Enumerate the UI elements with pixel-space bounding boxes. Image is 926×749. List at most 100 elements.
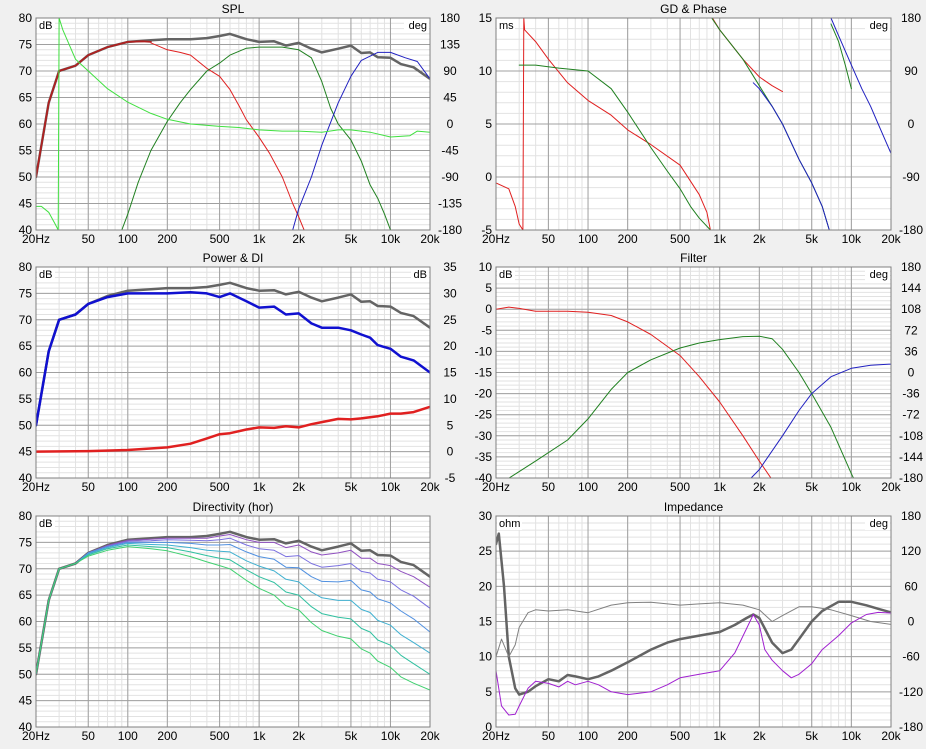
- directivity-y-tick-label: 65: [19, 588, 33, 602]
- power-x-tick-label: 5k: [345, 480, 359, 494]
- directivity-title: Directivity (hor): [192, 500, 274, 514]
- power-x-tick-label: 50: [82, 480, 96, 494]
- filter-series-high-pass: [750, 363, 891, 478]
- gd-series-group: [496, 18, 891, 230]
- impedance-y2-tick-label: 180: [901, 509, 921, 523]
- power-y-tick-label: 55: [19, 392, 33, 406]
- power-y-tick-label: 40: [19, 471, 33, 485]
- filter-y-tick-label: -15: [475, 366, 493, 380]
- power-chart: 20Hz 50 100 200 500 1k 2k 5k 10k 20k8075706560555…: [19, 260, 457, 494]
- filter-x-tick-label: 2k: [753, 480, 767, 494]
- power-y-tick-label: 50: [19, 418, 33, 432]
- impedance-y2-tick-label: -180: [899, 720, 923, 734]
- spl-series-woofer-upper-: [150, 42, 305, 230]
- impedance-x-tick-label: 500: [670, 729, 690, 743]
- power-x-tick-label: 10k: [381, 480, 401, 494]
- directivity-series-50-: [36, 544, 430, 675]
- filter-y-tick-label: -40: [475, 471, 493, 485]
- spl-y-tick-label: 55: [19, 144, 33, 158]
- filter-y-tick-label: -20: [475, 387, 493, 401]
- gd-phase-title: GD & Phase: [660, 2, 727, 16]
- filter-x-tick-label: 5k: [805, 480, 819, 494]
- directivity-y-tick-label: 75: [19, 535, 33, 549]
- filter-y2-tick-label: 108: [901, 302, 921, 316]
- gd-x-tick-label: 50: [542, 232, 556, 246]
- spl-y-tick-label: 60: [19, 117, 33, 131]
- filter-series-low-pass: [496, 306, 772, 478]
- power-left-unit: dB: [39, 269, 52, 281]
- power-y-tick-label: 60: [19, 366, 33, 380]
- power-right-unit: dB: [414, 269, 427, 281]
- impedance-series-group: [496, 532, 891, 716]
- directivity-y-tick-label: 55: [19, 641, 33, 655]
- gd-chart: 20Hz 50 100 200 500 1k 2k 5k 10k 20k151050-518090…: [479, 11, 924, 246]
- gd-y2-tick-label: -180: [899, 223, 923, 237]
- spl-series-tweeter: [292, 51, 430, 230]
- impedance-series-phase: [496, 601, 891, 658]
- spl-series-woofer: [36, 40, 152, 178]
- impedance-y-tick-label: 25: [479, 544, 493, 558]
- impedance-x-tick-label: 10k: [842, 729, 862, 743]
- power-y2-tick-label: 35: [443, 260, 457, 274]
- spl-y-tick-label: 45: [19, 197, 33, 211]
- filter-y2-tick-label: -72: [902, 408, 920, 422]
- spl-y-tick-label: 75: [19, 38, 33, 52]
- gd-x-tick-label: 500: [670, 232, 690, 246]
- directivity-x-tick-label: 5k: [345, 729, 359, 743]
- filter-x-tick-label: 20Hz: [482, 480, 510, 494]
- spl-x-tick-label: 20Hz: [22, 232, 50, 246]
- spl-chart: 20Hz 50 100 200 500 1k 2k 5k 10k 20k8075706560555…: [19, 11, 463, 246]
- spl-series-group: [36, 18, 430, 230]
- impedance-x-tick-label: 200: [618, 729, 638, 743]
- spl-x-tick-label: 100: [118, 232, 138, 246]
- filter-y-tick-label: 10: [479, 260, 493, 274]
- impedance-y-tick-label: 0: [485, 720, 492, 734]
- directivity-left-unit-bg: [37, 517, 55, 530]
- directivity-x-tick-label: 50: [82, 729, 96, 743]
- gd-left-unit-bg: [497, 19, 515, 32]
- filter-y2-tick-label: -144: [899, 450, 923, 464]
- gd-y-tick-label: 0: [485, 170, 492, 184]
- spl-y2-tick-label: 90: [443, 64, 457, 78]
- impedance-series-impedance-alt-: [496, 611, 891, 716]
- impedance-x-tick-label: 20Hz: [482, 729, 510, 743]
- power-y-tick-label: 65: [19, 339, 33, 353]
- directivity-y-tick-label: 80: [19, 509, 33, 523]
- filter-x-tick-label: 200: [618, 480, 638, 494]
- power-y2-tick-label: 30: [443, 286, 457, 300]
- gd-left-unit: ms: [499, 20, 514, 32]
- directivity-left-unit: dB: [39, 518, 52, 530]
- gd-x-tick-label: 20Hz: [482, 232, 510, 246]
- impedance-series-impedance: [496, 532, 891, 696]
- filter-x-tick-label: 100: [578, 480, 598, 494]
- gd-x-tick-label: 100: [578, 232, 598, 246]
- gd-x-tick-label: 200: [618, 232, 638, 246]
- gd-x-tick-label: 2k: [753, 232, 767, 246]
- spl-y-tick-label: 65: [19, 91, 33, 105]
- gd-y2-tick-label: -90: [902, 170, 920, 184]
- power-x-tick-label: 100: [118, 480, 138, 494]
- power-y2-tick-label: 15: [443, 366, 457, 380]
- directivity-x-tick-label: 200: [157, 729, 177, 743]
- filter-y-tick-label: -25: [475, 408, 493, 422]
- spl-y2-tick-label: -45: [441, 144, 459, 158]
- spl-x-tick-label: 500: [210, 232, 230, 246]
- spl-series-phase: [36, 18, 430, 230]
- gd-series-midrange-phase-3-: [830, 23, 852, 90]
- filter-right-unit: deg: [870, 269, 888, 281]
- gd-right-unit-bg: [865, 19, 890, 32]
- impedance-x-tick-label: 2k: [753, 729, 767, 743]
- impedance-y2-tick-label: -120: [899, 685, 923, 699]
- impedance-x-tick-label: 20k: [881, 729, 901, 743]
- directivity-y-tick-label: 50: [19, 667, 33, 681]
- gd-series-tweeter-phase-2-: [830, 18, 891, 154]
- directivity-chart: 20Hz 50 100 200 500 1k 2k 5k 10k 20k 80 75 70 65 60 55 5…: [19, 509, 441, 743]
- power-series-di: [36, 405, 430, 453]
- spl-right-unit: deg: [409, 20, 427, 32]
- directivity-x-tick-label: 500: [210, 729, 230, 743]
- impedance-x-tick-label: 1k: [713, 729, 727, 743]
- gd-series-woofer-phase: [496, 18, 711, 230]
- spl-x-tick-label: 50: [82, 232, 96, 246]
